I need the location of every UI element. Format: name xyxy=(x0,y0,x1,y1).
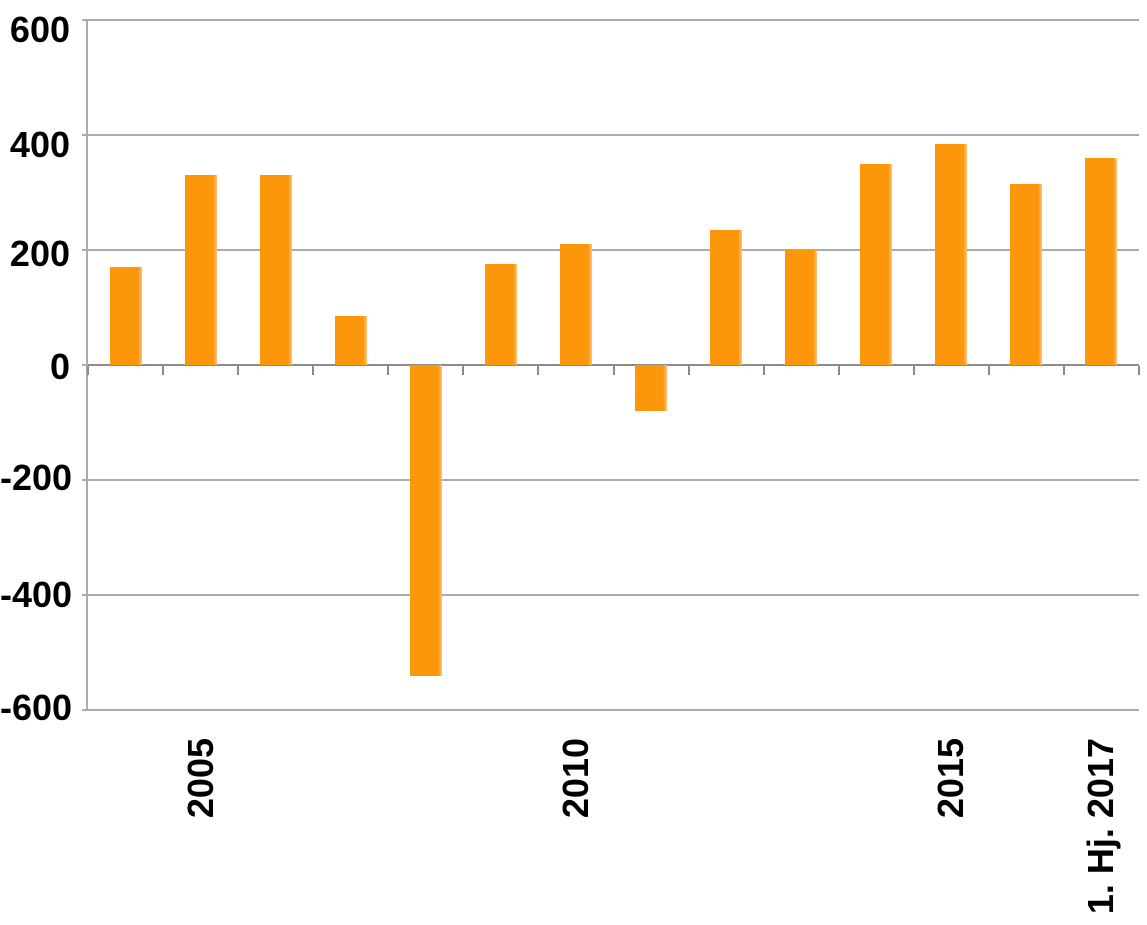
gridline-200 xyxy=(88,249,1139,251)
x-axis-tick xyxy=(162,366,165,375)
gridline--400 xyxy=(88,594,1139,596)
bar-2007 xyxy=(334,316,367,365)
x-axis-tick xyxy=(837,366,840,375)
x-axis-tick xyxy=(87,366,89,375)
x-axis-tick xyxy=(537,366,540,375)
x-axis-tick xyxy=(912,366,915,375)
bar-2010 xyxy=(559,244,592,365)
gridline-400 xyxy=(88,134,1139,136)
x-tick-label: 2005 xyxy=(179,738,221,819)
gridline--600 xyxy=(88,709,1139,711)
x-axis-tick xyxy=(687,366,690,375)
bar-2008 xyxy=(409,365,442,676)
x-axis-tick xyxy=(612,366,615,375)
y-axis-tick xyxy=(82,249,88,251)
bar-2014 xyxy=(860,163,893,365)
y-axis-line xyxy=(86,20,88,710)
x-axis-tick xyxy=(387,366,390,375)
bar-2012 xyxy=(710,229,743,365)
y-tick-label: 400 xyxy=(9,124,70,165)
y-tick-label: 0 xyxy=(49,346,70,387)
bar-2004 xyxy=(109,267,142,365)
y-tick-label: -400 xyxy=(0,574,73,615)
x-tick-label: 1. Hj. 2017 xyxy=(1080,738,1122,915)
x-axis-zero-line xyxy=(88,364,1139,366)
x-tick-label: 2010 xyxy=(554,738,596,819)
x-axis-tick xyxy=(987,366,990,375)
y-tick-label: 200 xyxy=(9,233,70,274)
bar-2013 xyxy=(785,250,818,365)
x-axis-tick xyxy=(312,366,315,375)
y-axis-tick xyxy=(82,364,88,366)
y-tick-label: 600 xyxy=(9,9,70,50)
bar-2015 xyxy=(935,143,968,365)
y-axis-tick xyxy=(82,594,88,596)
bar-2016 xyxy=(1010,183,1043,365)
x-axis-tick xyxy=(762,366,765,375)
bar-2011 xyxy=(635,365,668,411)
y-axis-tick xyxy=(82,709,88,711)
bar-2005 xyxy=(184,175,217,365)
y-axis-tick xyxy=(82,479,88,481)
y-axis-tick xyxy=(82,19,88,21)
gridline--200 xyxy=(88,479,1139,481)
y-tick-label: -600 xyxy=(0,687,73,728)
x-axis-tick xyxy=(1138,366,1140,375)
bar-2006 xyxy=(259,175,292,365)
bar-1. Hj. 2017 xyxy=(1085,158,1118,365)
y-tick-label: -200 xyxy=(0,457,73,498)
x-axis-tick xyxy=(1062,366,1065,375)
y-axis-tick xyxy=(82,134,88,136)
gridline-600 xyxy=(88,19,1139,21)
bar-2009 xyxy=(484,264,517,365)
x-axis-tick xyxy=(237,366,240,375)
x-axis-tick xyxy=(462,366,465,375)
x-tick-label: 2015 xyxy=(930,738,972,819)
